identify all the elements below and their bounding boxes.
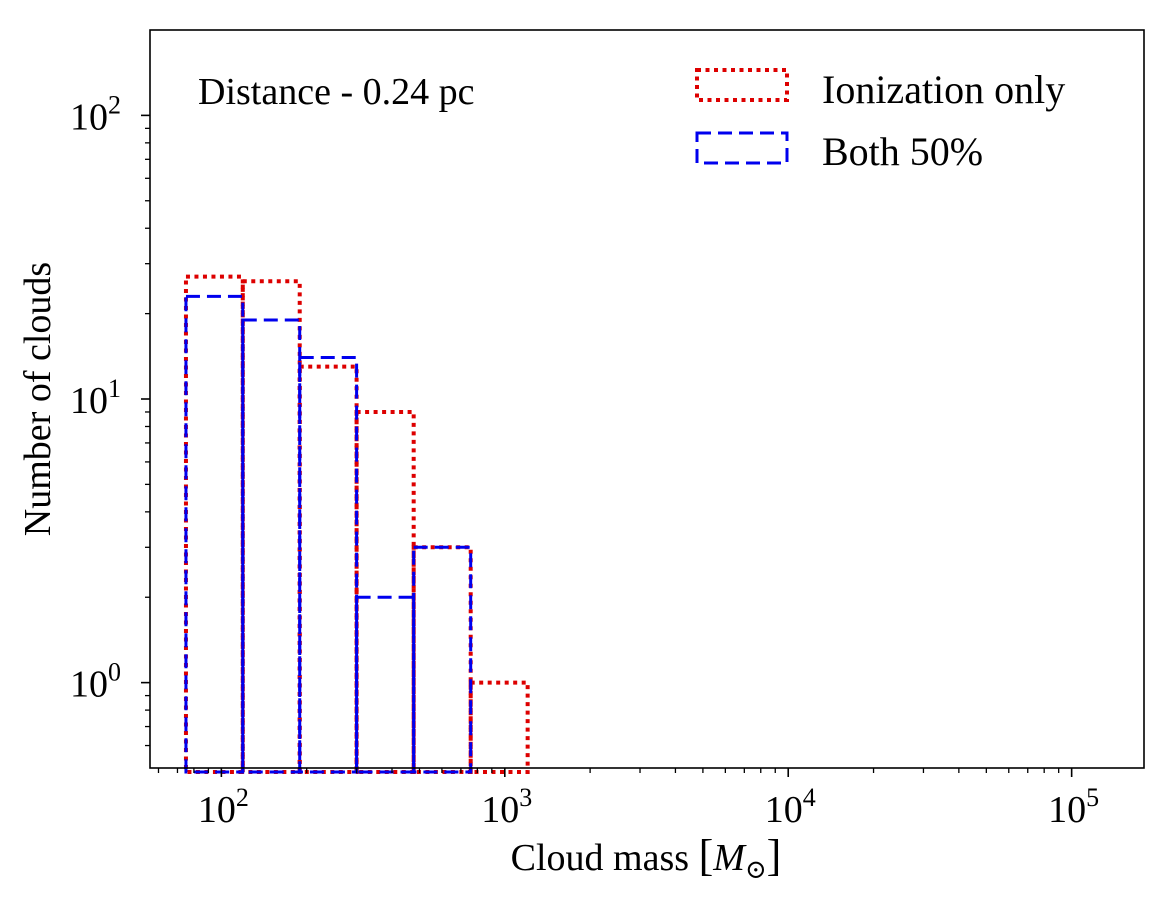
- bar-ionization-only-5: [468, 680, 530, 774]
- bar-ionization-only-4: [411, 545, 473, 774]
- bar-both-50-2: [298, 356, 359, 774]
- bar-ionization-only-3: [354, 409, 416, 774]
- x-axis-label-subscript: ⊙: [745, 855, 767, 884]
- legend: Ionization only Both 50%: [695, 67, 1065, 174]
- x-tick-label-2: 104: [765, 783, 816, 831]
- bar-both-50-1: [241, 318, 302, 774]
- x-tick-label-1: 103: [481, 783, 532, 831]
- bar-ionization-only-1: [240, 279, 302, 774]
- legend-swatch-ionization-only: [695, 68, 789, 102]
- x-axis-label-symbol: M: [712, 837, 747, 879]
- x-axis-label-text: Cloud mass: [511, 837, 699, 879]
- x-axis-label-open-bracket: [: [699, 831, 714, 880]
- x-tick-label-3: 105: [1048, 783, 1099, 831]
- bar-both-50-3: [355, 595, 416, 774]
- bar-both-50-4: [412, 545, 473, 774]
- bar-ionization-only-0: [183, 274, 245, 774]
- legend-label-both-50: Both 50%: [822, 129, 983, 174]
- x-axis-label: Cloud mass [M⊙]: [511, 831, 782, 884]
- y-tick-label-1: 101: [70, 374, 121, 422]
- x-axis-label-close-bracket: ]: [767, 831, 782, 880]
- y-axis-label: Number of clouds: [17, 262, 59, 536]
- legend-label-ionization-only: Ionization only: [822, 67, 1065, 112]
- histogram-bars: [183, 274, 530, 774]
- bar-both-50-0: [184, 294, 245, 774]
- axis-ticks: [141, 114, 1073, 777]
- y-tick-label-0: 100: [70, 658, 121, 706]
- distance-annotation: Distance - 0.24 pc: [198, 71, 474, 113]
- x-tick-label-0: 102: [198, 783, 249, 831]
- bar-ionization-only-2: [297, 364, 359, 774]
- legend-swatch-both-50: [695, 131, 789, 165]
- y-tick-label-2: 102: [70, 90, 121, 138]
- plot-frame: [149, 29, 1145, 769]
